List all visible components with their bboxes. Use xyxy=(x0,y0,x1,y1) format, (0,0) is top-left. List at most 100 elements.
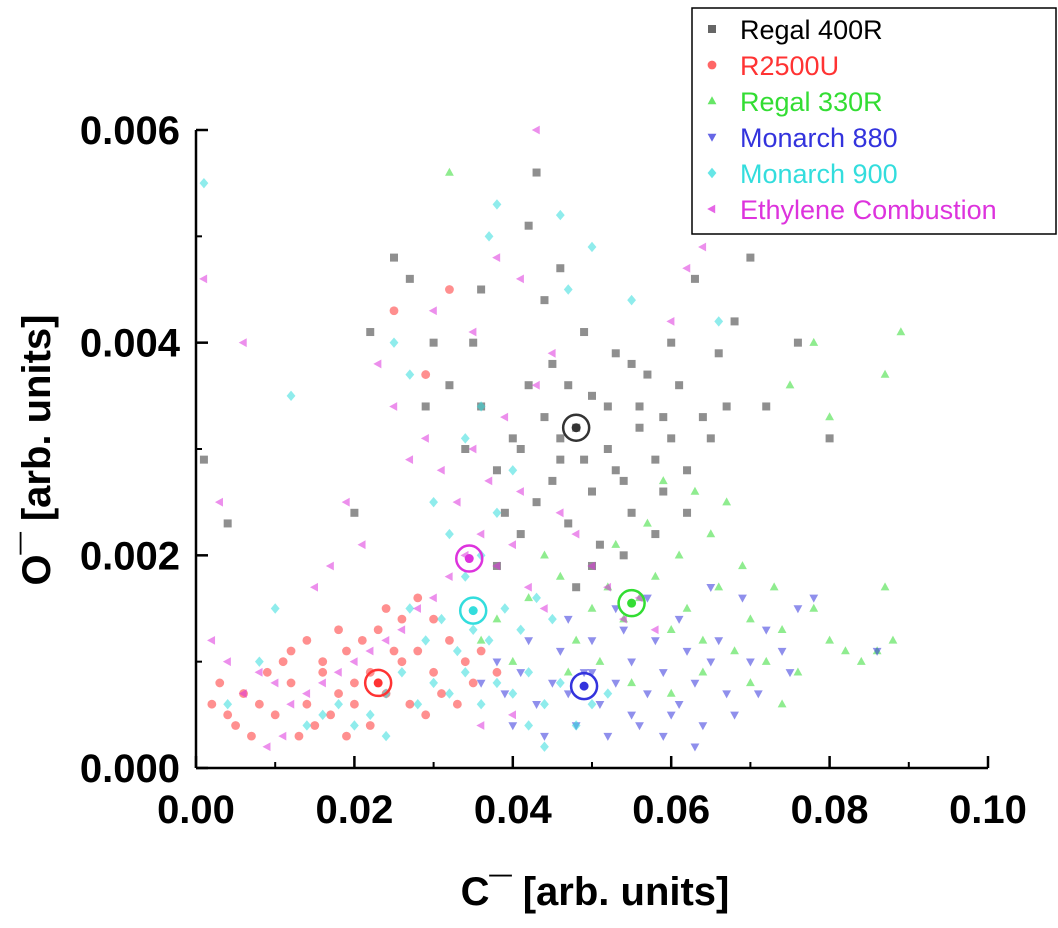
data-point xyxy=(880,369,890,378)
data-point xyxy=(412,604,421,613)
data-point xyxy=(508,722,518,731)
data-point xyxy=(334,625,343,635)
data-point xyxy=(492,507,502,518)
data-point xyxy=(492,253,501,262)
data-point xyxy=(611,679,621,688)
data-point xyxy=(698,242,707,252)
data-point xyxy=(405,699,415,709)
data-point xyxy=(381,604,391,613)
data-point xyxy=(207,699,217,709)
data-point xyxy=(714,637,724,646)
data-point xyxy=(619,476,628,485)
data-point xyxy=(484,635,494,646)
data-point xyxy=(199,274,208,284)
data-points-layer xyxy=(199,125,906,752)
y-tick-label: 0.000 xyxy=(80,747,180,791)
data-point xyxy=(238,689,247,698)
data-point xyxy=(548,359,557,368)
data-point xyxy=(341,497,350,507)
data-point xyxy=(643,518,652,527)
data-point xyxy=(666,317,675,326)
data-point xyxy=(492,658,502,667)
data-point xyxy=(667,434,676,443)
data-point xyxy=(738,561,747,570)
y-tick-label: 0.006 xyxy=(80,109,180,153)
data-point xyxy=(587,603,597,612)
data-point xyxy=(532,498,541,507)
data-point xyxy=(698,667,708,676)
mean-ring-ethylene-combustion xyxy=(454,544,484,573)
data-point xyxy=(500,508,509,517)
data-point xyxy=(896,327,906,336)
data-point xyxy=(595,656,605,665)
data-point xyxy=(603,688,613,699)
data-point xyxy=(738,594,747,603)
data-point xyxy=(706,658,716,667)
data-point xyxy=(524,720,534,731)
data-point xyxy=(405,603,415,614)
mean-ring-regal-330r xyxy=(617,588,646,618)
data-point xyxy=(825,434,834,443)
data-point xyxy=(413,699,423,710)
data-point xyxy=(365,721,375,730)
data-point xyxy=(682,647,692,656)
data-point xyxy=(635,722,644,731)
data-point xyxy=(476,699,486,710)
data-point xyxy=(603,445,612,453)
data-point xyxy=(460,571,470,582)
data-point xyxy=(389,306,399,316)
data-point xyxy=(611,349,620,358)
data-point xyxy=(445,285,454,294)
legend-label-regal-330r: Regal 330R xyxy=(740,87,883,117)
data-point xyxy=(429,496,438,508)
data-point xyxy=(651,455,660,464)
data-point xyxy=(540,732,549,741)
data-point xyxy=(515,487,524,496)
legend-label-ethylene-combustion: Ethylene Combustion xyxy=(740,195,997,225)
data-point xyxy=(611,539,621,548)
data-point xyxy=(587,241,597,253)
data-point xyxy=(777,647,787,656)
data-point xyxy=(445,688,454,699)
data-point xyxy=(627,294,636,306)
data-point xyxy=(508,688,518,699)
mean-point-r2500u xyxy=(373,678,383,688)
data-point xyxy=(563,690,573,699)
data-point xyxy=(452,645,462,657)
data-point xyxy=(350,508,359,517)
data-point xyxy=(278,657,288,667)
x-axis-title: C¯ [arb. units] xyxy=(461,870,730,914)
data-point xyxy=(270,603,280,614)
data-point xyxy=(397,625,406,635)
data-point xyxy=(397,667,407,678)
data-point xyxy=(777,699,787,708)
data-point xyxy=(247,731,256,741)
data-point xyxy=(841,646,850,655)
data-point xyxy=(223,710,233,720)
data-point xyxy=(373,359,382,369)
data-point xyxy=(492,466,501,475)
data-point xyxy=(571,529,580,539)
data-point xyxy=(580,455,589,464)
data-point xyxy=(428,593,437,603)
data-point xyxy=(564,381,573,390)
data-point xyxy=(650,637,660,646)
data-point xyxy=(326,710,336,720)
data-point xyxy=(722,690,732,699)
data-point xyxy=(667,338,676,347)
data-point xyxy=(603,402,612,411)
data-point xyxy=(587,669,597,678)
data-point xyxy=(785,380,795,389)
data-point xyxy=(437,689,446,698)
data-point xyxy=(524,221,533,230)
ticks: 0.00 0.02 0.04 0.06 0.08 0.10 0.000 0.002 0.004 0… xyxy=(80,109,1027,832)
data-point xyxy=(809,337,819,346)
data-point xyxy=(618,614,627,624)
data-point xyxy=(556,264,565,273)
data-point xyxy=(746,614,755,623)
data-point xyxy=(548,679,557,688)
data-point xyxy=(658,669,668,678)
data-point xyxy=(643,370,652,379)
data-point xyxy=(278,731,287,741)
data-point xyxy=(199,455,208,464)
